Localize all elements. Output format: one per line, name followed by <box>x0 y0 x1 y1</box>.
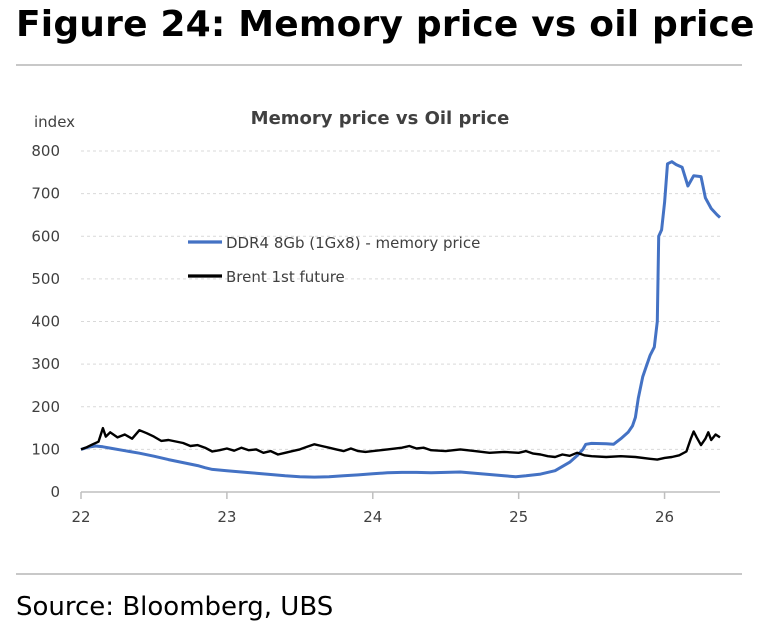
y-tick-label: 300 <box>31 355 60 373</box>
series-line-0 <box>80 160 722 479</box>
x-tick-label: 25 <box>509 508 528 526</box>
y-tick-label: 800 <box>31 142 60 160</box>
y-tick-label: 500 <box>31 270 60 288</box>
source-note: Source: Bloomberg, UBS <box>16 592 334 622</box>
y-tick-label: 600 <box>31 227 60 245</box>
gridlines <box>81 150 720 450</box>
series-lines <box>80 160 722 479</box>
series-line-1 <box>80 426 721 461</box>
y-tick-label: 400 <box>31 313 60 331</box>
x-axis: 22 23 24 25 26 <box>71 491 720 526</box>
legend-label-0: DDR4 8Gb (1Gx8) - memory price <box>226 234 480 252</box>
x-tick-label: 23 <box>217 508 236 526</box>
x-tick-label: 22 <box>71 508 90 526</box>
y-tick-label: 100 <box>31 440 60 458</box>
y-axis-label: index <box>34 113 75 131</box>
x-tick-label: 26 <box>655 508 674 526</box>
y-tick-label: 200 <box>31 398 60 416</box>
legend-label-1: Brent 1st future <box>226 268 345 286</box>
y-tick-label: 700 <box>31 185 60 203</box>
bottom-divider <box>16 573 742 575</box>
y-axis-ticks: 0 100 200 300 400 500 600 700 800 <box>31 142 60 501</box>
top-divider <box>16 64 742 66</box>
x-tick-label: 24 <box>363 508 382 526</box>
y-tick-label: 0 <box>50 483 60 501</box>
legend: DDR4 8Gb (1Gx8) - memory price Brent 1st … <box>188 234 480 286</box>
figure-title: Figure 24: Memory price vs oil price <box>16 4 755 45</box>
chart: 0 100 200 300 400 500 600 700 800 22 23 24 25 26 DDR… <box>31 108 722 526</box>
chart-title: Memory price vs Oil price <box>251 108 510 129</box>
